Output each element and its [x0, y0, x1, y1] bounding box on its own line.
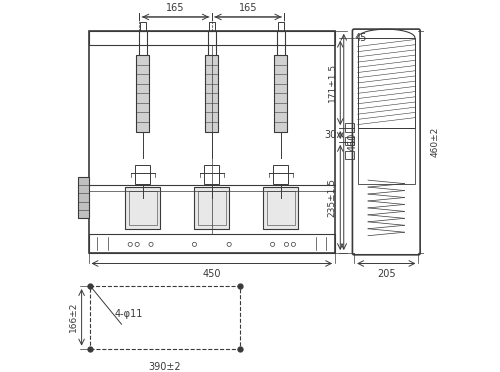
- Bar: [88, 31, 335, 253]
- Bar: [209, 22, 214, 31]
- Bar: [136, 55, 149, 132]
- Bar: [140, 22, 145, 31]
- Bar: [204, 164, 220, 184]
- Bar: [278, 22, 283, 31]
- Text: 165: 165: [239, 3, 258, 13]
- Text: 450: 450: [202, 269, 221, 279]
- Bar: [194, 187, 229, 229]
- Bar: [205, 55, 218, 132]
- Bar: [267, 190, 294, 225]
- Bar: [138, 31, 147, 57]
- Text: 390±2: 390±2: [148, 362, 181, 372]
- Bar: [78, 177, 88, 218]
- Bar: [129, 190, 156, 225]
- Bar: [274, 55, 287, 132]
- Bar: [135, 164, 150, 184]
- Bar: [264, 187, 298, 229]
- Bar: [126, 187, 160, 229]
- Text: 30: 30: [324, 130, 337, 140]
- Bar: [273, 164, 288, 184]
- Text: 171±1.5: 171±1.5: [328, 63, 337, 103]
- Bar: [346, 151, 354, 159]
- Text: 205: 205: [377, 269, 396, 279]
- Bar: [346, 137, 354, 145]
- Text: 45: 45: [355, 33, 367, 42]
- Text: 460±2: 460±2: [430, 127, 440, 157]
- Bar: [346, 123, 354, 132]
- Bar: [88, 234, 335, 253]
- Bar: [88, 31, 335, 45]
- Text: 165: 165: [166, 3, 185, 13]
- Bar: [276, 31, 285, 57]
- Text: 4-φ11: 4-φ11: [114, 309, 143, 319]
- Bar: [208, 31, 216, 57]
- Text: 460: 460: [348, 133, 358, 151]
- Text: 235±1.5: 235±1.5: [328, 178, 337, 217]
- Bar: [198, 190, 226, 225]
- Text: 166±2: 166±2: [69, 302, 78, 333]
- Bar: [358, 38, 415, 128]
- Bar: [358, 128, 415, 184]
- Bar: [90, 286, 240, 349]
